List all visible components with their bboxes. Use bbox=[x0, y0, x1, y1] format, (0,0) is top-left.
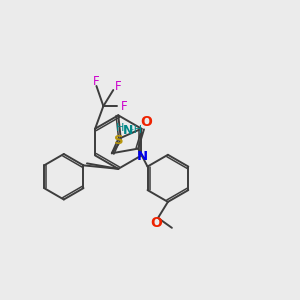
Text: O: O bbox=[150, 216, 162, 230]
Text: O: O bbox=[140, 116, 152, 130]
Text: F: F bbox=[93, 75, 100, 88]
Text: F: F bbox=[121, 100, 128, 112]
Text: N: N bbox=[137, 150, 148, 163]
Text: F: F bbox=[115, 80, 122, 93]
Text: H: H bbox=[116, 123, 124, 133]
Text: N: N bbox=[123, 124, 133, 137]
Text: ·H: ·H bbox=[131, 125, 143, 135]
Text: S: S bbox=[114, 134, 124, 146]
